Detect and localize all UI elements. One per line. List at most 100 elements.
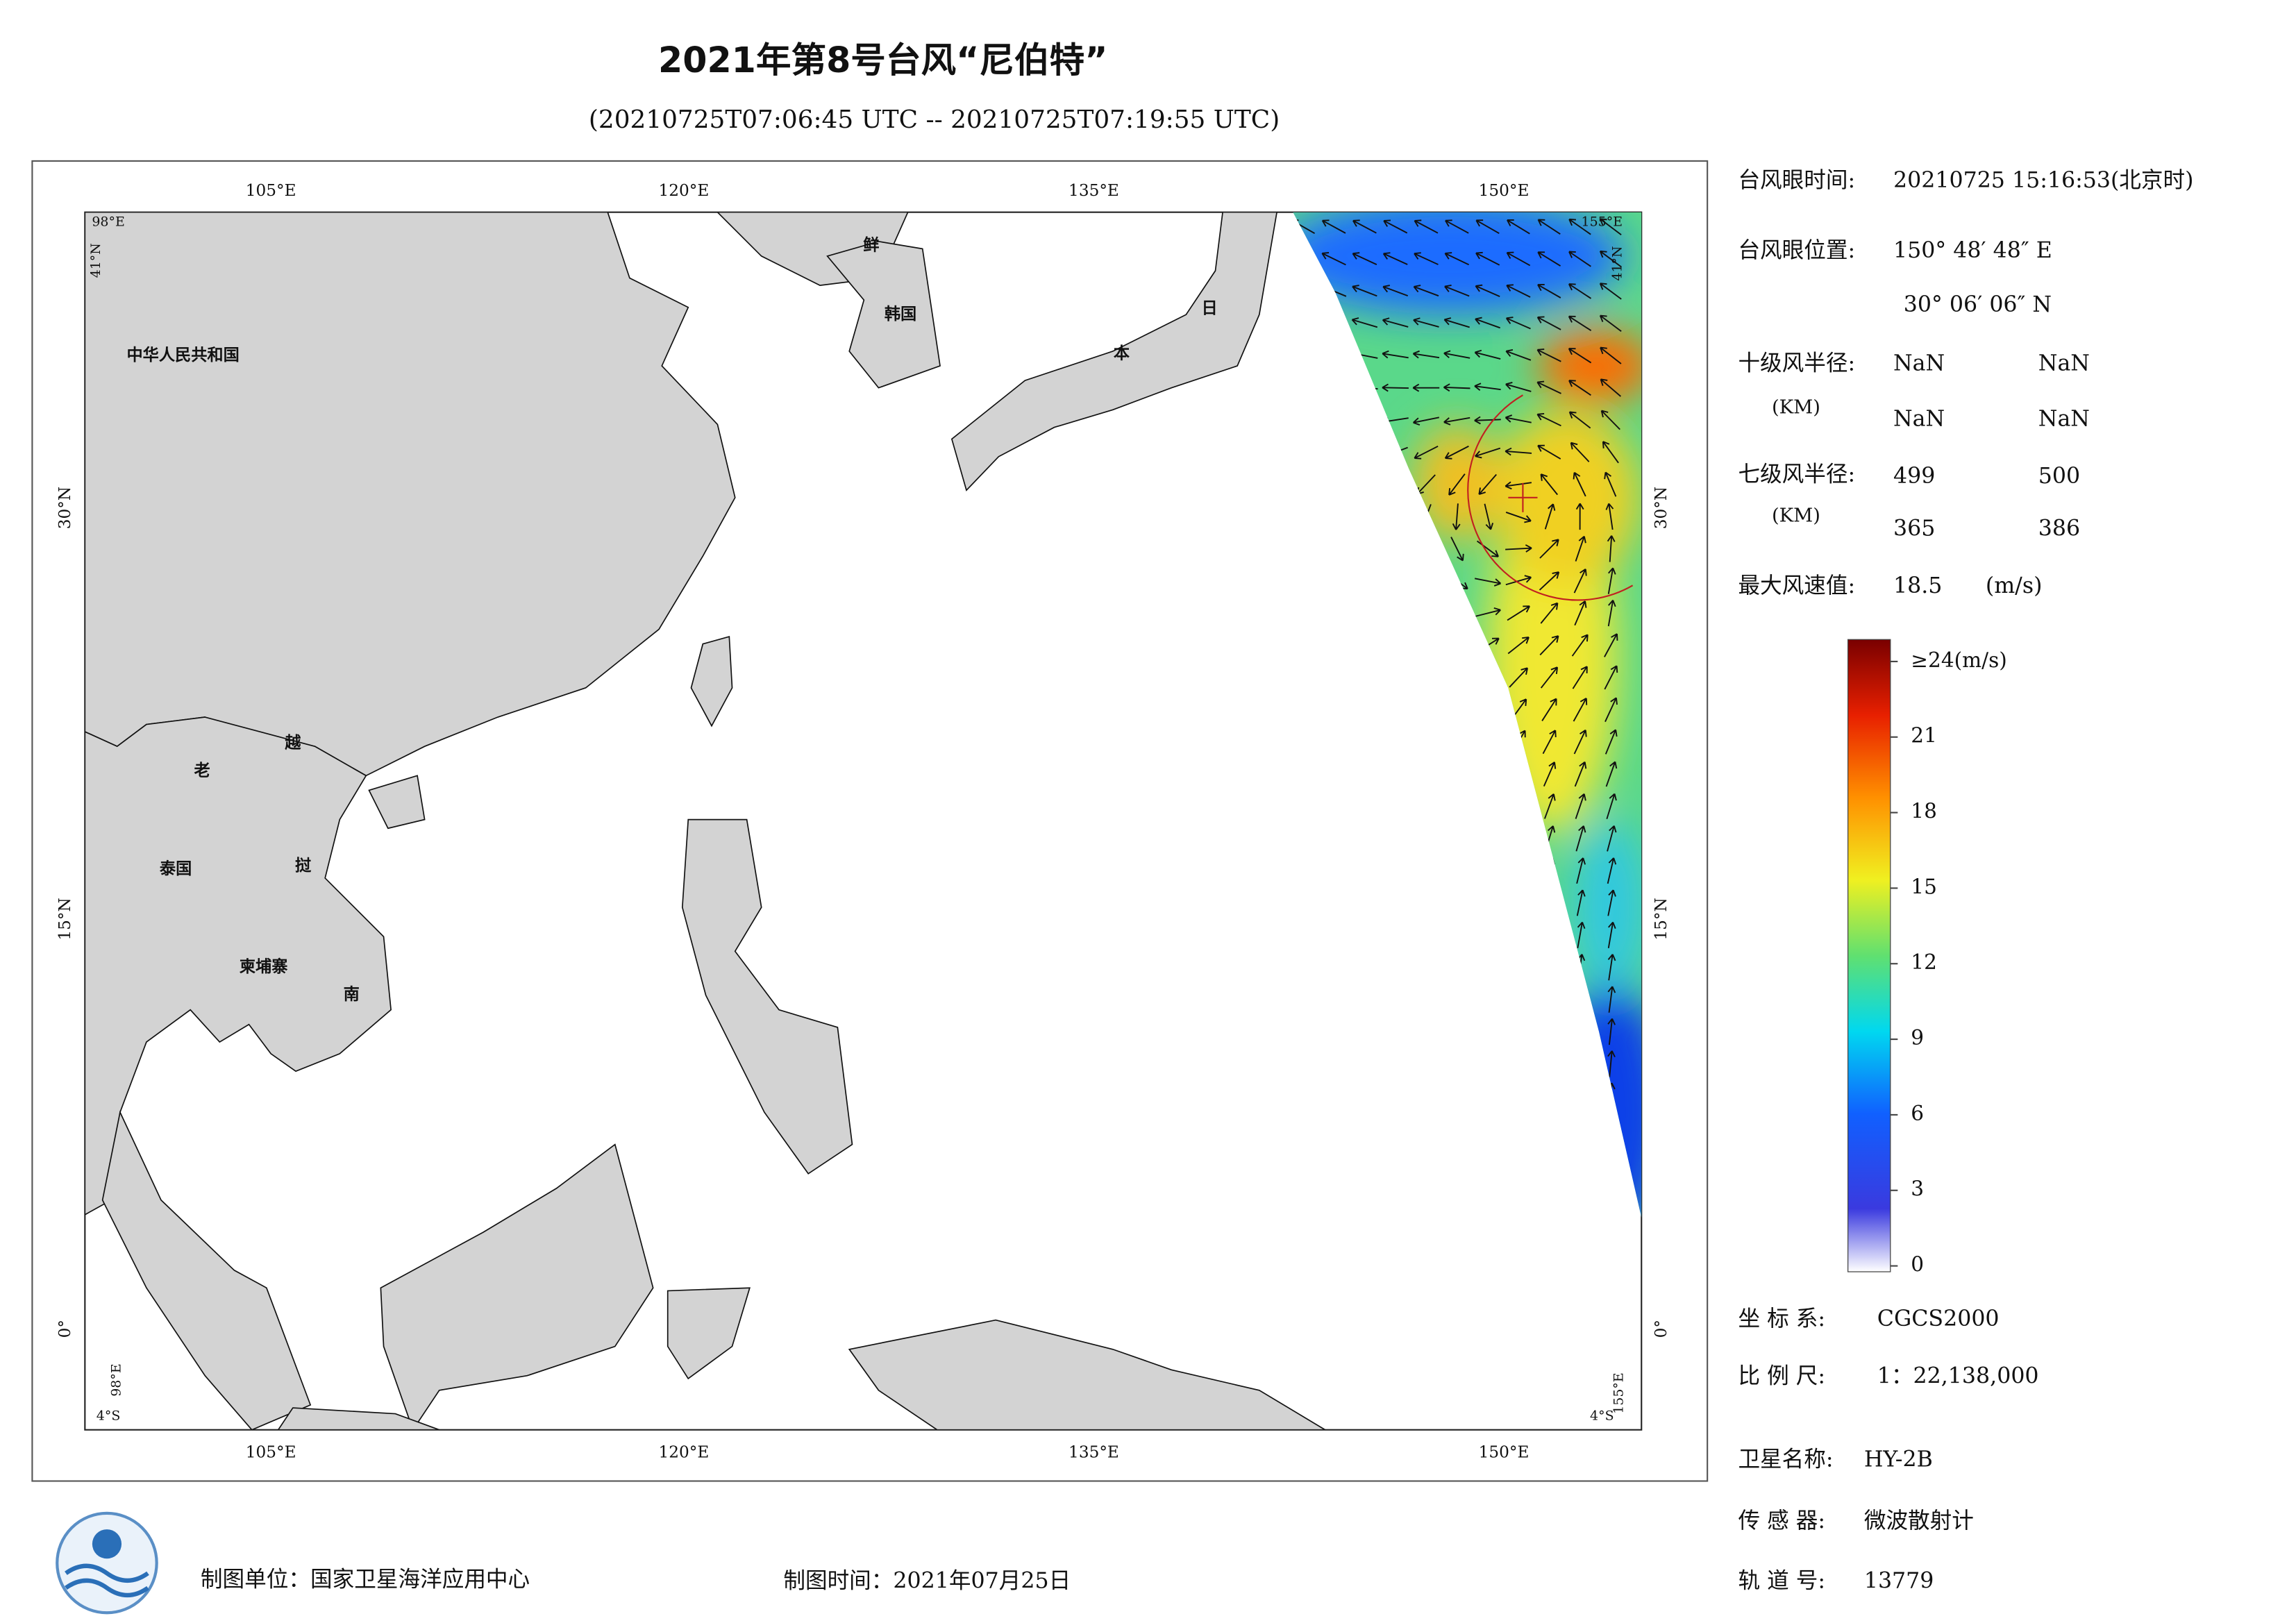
wind-arrow bbox=[1321, 252, 1346, 266]
panel-value: NaN bbox=[2038, 407, 2090, 432]
wind-arrow bbox=[1604, 665, 1618, 690]
panel-value: NaN bbox=[1893, 407, 1945, 432]
wind-arrow bbox=[1600, 410, 1620, 430]
logo-globe bbox=[92, 1529, 122, 1559]
panel-value: 365 bbox=[1893, 516, 1935, 541]
wind-arrow bbox=[1443, 317, 1470, 328]
wind-arrow bbox=[1575, 825, 1586, 852]
wind-arrow bbox=[1505, 381, 1532, 392]
wind-arrow bbox=[1571, 634, 1589, 657]
wind-arrow bbox=[1607, 600, 1616, 627]
wind-arrow bbox=[1382, 317, 1409, 328]
wind-arrow bbox=[1448, 473, 1466, 496]
wind-arrow bbox=[1576, 857, 1586, 884]
place-label: 越 bbox=[285, 733, 301, 752]
land-taiwan bbox=[690, 635, 733, 728]
wind-arrow bbox=[1604, 471, 1617, 497]
meta-label: 轨 道 号: bbox=[1738, 1568, 1825, 1593]
wind-arrow bbox=[1450, 537, 1464, 562]
wind-arrow bbox=[1536, 316, 1561, 330]
meta-value: 13779 bbox=[1864, 1568, 1934, 1593]
land-indochina bbox=[85, 716, 392, 1216]
colorbar-label: 9 bbox=[1911, 1026, 1924, 1050]
lat-label: 15°N bbox=[56, 898, 74, 940]
wind-arrow bbox=[1412, 417, 1440, 426]
meta-label: 传 感 器: bbox=[1738, 1508, 1825, 1533]
wind-arrow bbox=[1443, 383, 1470, 392]
panel-value: 20210725 15:16:53(北京时) bbox=[1893, 168, 2193, 193]
colorbar-label: 0 bbox=[1911, 1253, 1924, 1277]
wind-arrow bbox=[1505, 544, 1532, 553]
wind-arrow bbox=[1599, 218, 1622, 235]
corner-label: 41°N bbox=[1610, 246, 1625, 280]
panel-value: 150° 48′ 48″ E bbox=[1893, 238, 2052, 263]
wind-arrow bbox=[1602, 441, 1619, 464]
swath-yellow bbox=[1413, 424, 1501, 542]
footer-date: 制图时间：2021年07月25日 bbox=[783, 1568, 1071, 1593]
wind-arrow bbox=[1444, 285, 1470, 297]
wind-arrow bbox=[1540, 473, 1559, 496]
place-label: 泰国 bbox=[159, 859, 192, 878]
wind-arrow bbox=[1382, 383, 1409, 392]
wind-arrow bbox=[1573, 471, 1586, 497]
wind-arrow bbox=[1506, 251, 1531, 267]
wind-arrow bbox=[1573, 698, 1588, 722]
wind-arrow bbox=[1444, 445, 1469, 460]
corner-label: 98°E bbox=[109, 1363, 124, 1396]
wind-arrow bbox=[1576, 889, 1586, 916]
panel-value: NaN bbox=[2038, 351, 2090, 376]
panel-value: 499 bbox=[1893, 464, 1935, 489]
logo bbox=[56, 1511, 158, 1615]
land-japan bbox=[950, 212, 1277, 491]
lon-label: 135°E bbox=[1069, 181, 1119, 200]
logo-waves bbox=[65, 1563, 149, 1597]
land-new-guinea bbox=[848, 1319, 1327, 1430]
wind-arrow bbox=[1382, 252, 1408, 265]
wind-arrow bbox=[1575, 793, 1586, 819]
footer-producer: 制图单位：国家卫星海洋应用中心 bbox=[201, 1567, 530, 1592]
wind-arrow bbox=[1382, 285, 1409, 297]
place-label: 韩国 bbox=[885, 305, 916, 323]
corner-label: 155°E bbox=[1582, 214, 1623, 229]
wind-arrow bbox=[1600, 378, 1621, 397]
wind-arrow bbox=[1575, 503, 1584, 530]
wind-arrow bbox=[1351, 317, 1378, 328]
place-label: 中华人民共和国 bbox=[126, 346, 239, 364]
wind-arrow bbox=[1607, 857, 1617, 884]
wind-arrow bbox=[1568, 411, 1591, 429]
meta-value: 微波散射计 bbox=[1864, 1508, 1974, 1533]
wind-arrow bbox=[1573, 729, 1587, 755]
lon-label: 150°E bbox=[1479, 1443, 1530, 1461]
wind-arrow bbox=[1568, 283, 1592, 299]
panel-label: (KM) bbox=[1772, 397, 1820, 419]
corner-label: 4°S bbox=[97, 1408, 121, 1424]
wind-arrow bbox=[1505, 512, 1532, 523]
typhoon-eye bbox=[1508, 482, 1538, 512]
wind-arrow bbox=[1599, 283, 1622, 300]
wind-arrow bbox=[1475, 607, 1501, 617]
place-label: 本 bbox=[1114, 344, 1130, 363]
lon-label: 105°E bbox=[246, 1443, 296, 1461]
wind-arrow bbox=[1509, 667, 1529, 688]
wind-radius-7 bbox=[1467, 394, 1634, 601]
land-borneo bbox=[380, 1143, 654, 1430]
lat-label: 0° bbox=[1652, 1320, 1670, 1338]
land bbox=[85, 212, 1327, 1430]
wind-arrow bbox=[1505, 414, 1532, 423]
wind-arrow bbox=[1505, 317, 1531, 330]
panel-value: 386 bbox=[2038, 516, 2080, 541]
wind-arrow bbox=[1568, 251, 1591, 267]
wind-arrow bbox=[1484, 503, 1494, 530]
wind-arrow bbox=[1474, 578, 1502, 587]
place-label: 鲜 bbox=[863, 236, 879, 255]
colorbar-label: 3 bbox=[1911, 1177, 1924, 1201]
wind-arrow bbox=[1452, 503, 1461, 530]
wind-arrow bbox=[1443, 350, 1470, 359]
wind-arrow bbox=[1475, 219, 1500, 235]
lat-label: 30°N bbox=[56, 487, 74, 529]
corner-label: 98°E bbox=[92, 214, 124, 229]
lon-label: 120°E bbox=[659, 181, 710, 200]
wind-arrow bbox=[1543, 793, 1556, 819]
colorbar-label: 21 bbox=[1911, 724, 1937, 748]
wind-arrow bbox=[1574, 761, 1587, 787]
